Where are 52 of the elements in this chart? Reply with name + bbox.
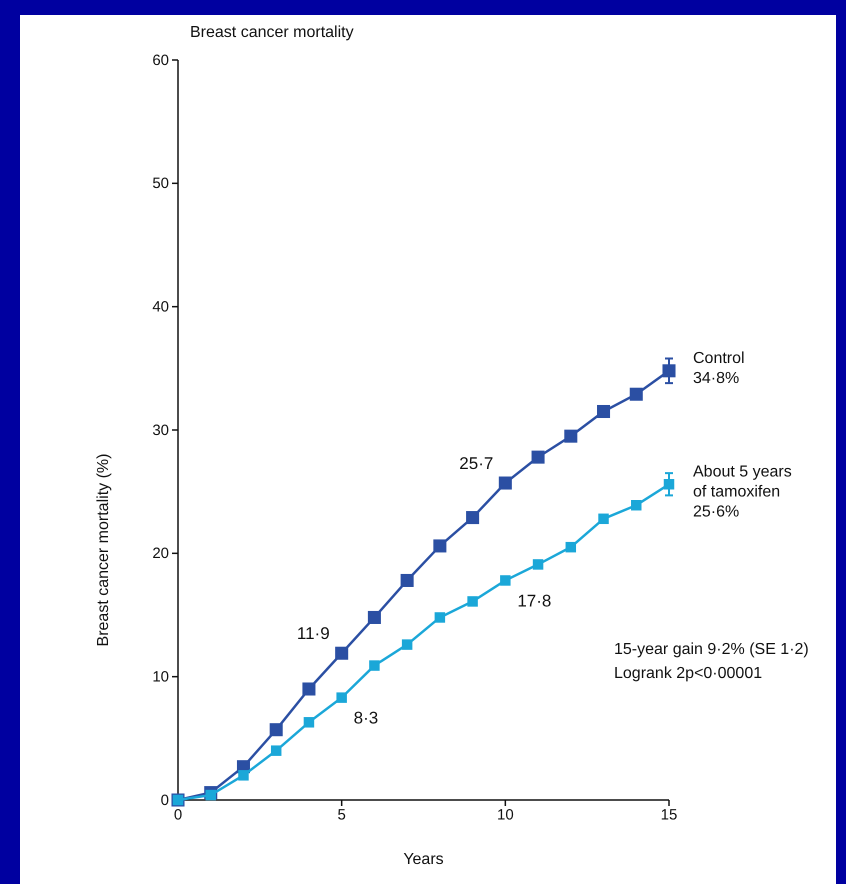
y-tick-label: 50 bbox=[152, 175, 169, 192]
point bbox=[498, 476, 512, 490]
point bbox=[500, 575, 511, 586]
point bbox=[597, 404, 610, 418]
annotation: 34·8% bbox=[693, 370, 740, 387]
point bbox=[402, 639, 412, 650]
x-tick-label: 10 bbox=[496, 806, 514, 824]
annotation: 25·6% bbox=[693, 503, 740, 520]
point bbox=[304, 717, 314, 728]
y-axis-title: Breast cancer mortality (%) bbox=[95, 454, 112, 646]
point bbox=[369, 660, 380, 671]
annotation: 11·9 bbox=[296, 624, 330, 644]
point bbox=[664, 479, 674, 490]
series-label: Control bbox=[693, 350, 745, 367]
point bbox=[598, 514, 609, 524]
annotation: 25·7 bbox=[459, 454, 494, 474]
point bbox=[335, 646, 348, 660]
point bbox=[532, 559, 544, 570]
point bbox=[336, 692, 347, 703]
y-tick-label: 10 bbox=[152, 668, 169, 686]
series-label: About 5 years of tamoxifen bbox=[693, 463, 792, 500]
y-tick-label: 0 bbox=[160, 792, 169, 809]
point bbox=[630, 388, 643, 401]
y-tick-label: 40 bbox=[152, 298, 169, 316]
annotation: 17·8 bbox=[517, 591, 552, 610]
y-tick-label: 60 bbox=[152, 52, 169, 69]
point bbox=[270, 745, 282, 756]
chart-title: Breast cancer mortality bbox=[190, 24, 354, 41]
point bbox=[205, 790, 216, 800]
point bbox=[400, 574, 414, 587]
x-tick-label: 0 bbox=[174, 806, 182, 824]
point bbox=[368, 610, 381, 624]
point bbox=[434, 612, 446, 623]
y-tick-label: 30 bbox=[152, 422, 169, 439]
point bbox=[631, 500, 642, 510]
annotation: 15-year gain 9·2% (SE 1·2) bbox=[614, 641, 809, 658]
point bbox=[302, 682, 316, 696]
point bbox=[467, 596, 478, 607]
x-tick-label: 15 bbox=[660, 806, 678, 824]
point bbox=[466, 511, 480, 524]
point bbox=[564, 430, 578, 443]
point bbox=[270, 723, 283, 736]
point bbox=[566, 542, 576, 552]
point bbox=[238, 770, 249, 781]
annotation: Logrank 2p<0·00001 bbox=[614, 665, 762, 682]
x-tick-label: 5 bbox=[337, 806, 346, 824]
point bbox=[532, 450, 545, 464]
point bbox=[433, 539, 446, 552]
annotation: 8·3 bbox=[354, 708, 378, 728]
y-tick-label: 20 bbox=[152, 545, 169, 562]
point bbox=[662, 364, 676, 378]
x-axis-title: Years bbox=[403, 851, 444, 868]
